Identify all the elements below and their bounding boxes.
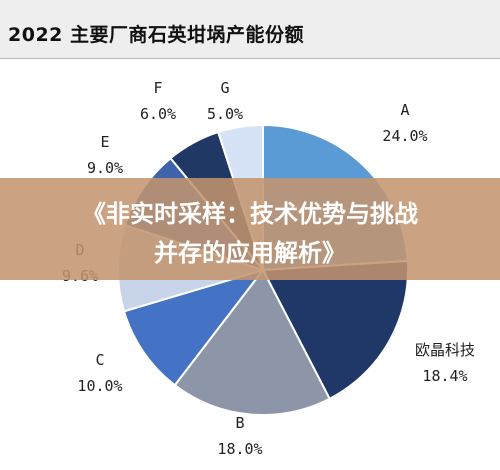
slice-value-label: 10.0% <box>77 377 122 395</box>
slice-name-label: B <box>235 414 244 432</box>
pie-slice-4 <box>122 268 266 387</box>
slice-name-label: C <box>95 351 104 369</box>
pie-slice-3 <box>173 268 331 416</box>
banner-title-line-1: 《非实时采样：技术优势与挑战 <box>82 200 418 228</box>
slice-name-label: G <box>220 79 229 97</box>
slice-value-label: 5.0% <box>207 105 243 123</box>
slice-value-label: 6.0% <box>140 105 176 123</box>
slice-value-label: 18.0% <box>217 440 262 458</box>
chart-title: 2022 主要厂商石英坩埚产能份额 <box>8 24 304 46</box>
slice-name-label: 欧晶科技 <box>415 341 475 359</box>
slice-value-label: 9.0% <box>87 159 123 177</box>
slice-name-label: A <box>400 101 409 119</box>
banner-title-line-2: 并存的应用解析》 <box>154 239 346 267</box>
slice-name-label: E <box>100 133 109 151</box>
chart-title-bar: 2022 主要厂商石英坩埚产能份额 <box>0 0 500 59</box>
article-title-banner[interactable]: 《非实时采样：技术优势与挑战 并存的应用解析》 <box>0 178 500 280</box>
slice-name-label: F <box>153 79 162 97</box>
slice-value-label: 18.4% <box>422 367 467 385</box>
slice-value-label: 24.0% <box>382 127 427 145</box>
